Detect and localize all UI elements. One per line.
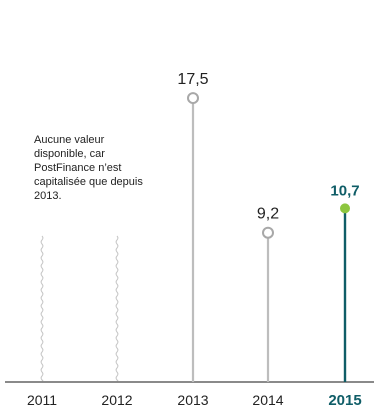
- data-label: 10,7: [330, 182, 359, 199]
- chart-note: Aucune valeur disponible, car PostFinanc…: [34, 134, 143, 202]
- x-tick-label: 2014: [252, 392, 283, 408]
- lollipop-marker: [262, 226, 274, 239]
- missing-value-line: [40, 235, 44, 382]
- x-tick-label: 2015: [328, 392, 361, 409]
- data-label: 9,2: [257, 206, 279, 223]
- data-label: 17,5: [177, 71, 208, 88]
- lollipop-marker: [187, 92, 199, 105]
- x-tick-label: 2012: [101, 392, 132, 408]
- x-tick-label: 2013: [177, 392, 208, 408]
- missing-value-line: [115, 235, 119, 382]
- lollipop-marker: [340, 203, 350, 214]
- x-tick-label: 2011: [27, 392, 57, 408]
